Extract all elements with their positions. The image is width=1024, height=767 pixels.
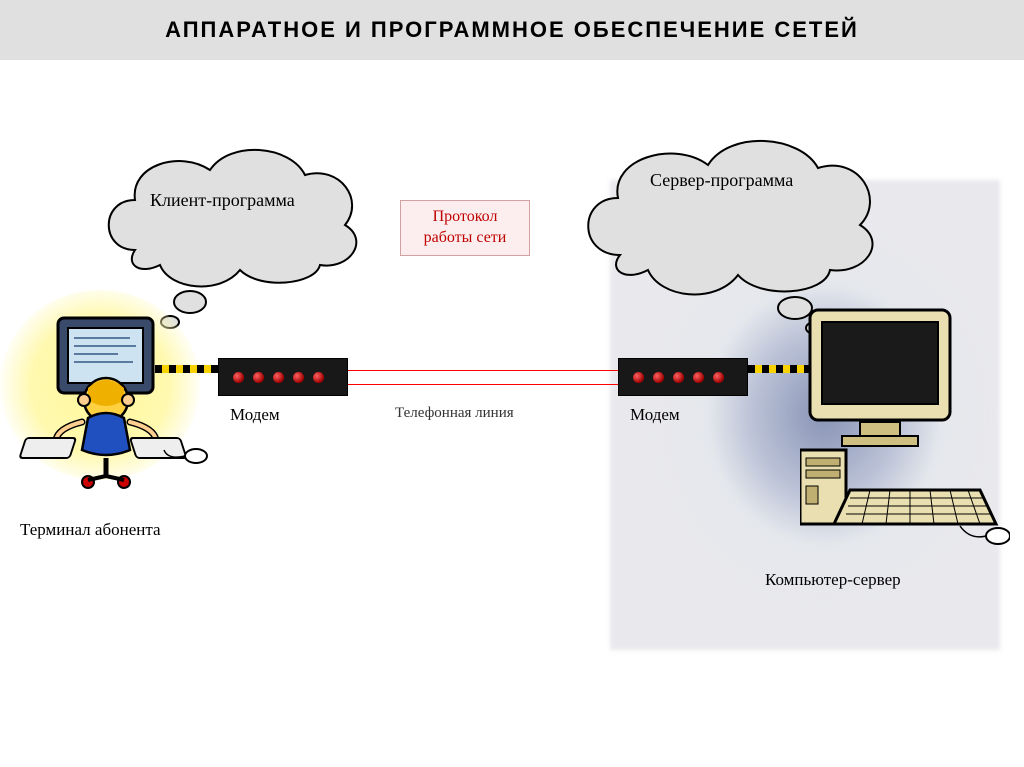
terminal-icon <box>18 300 208 490</box>
protocol-line2: работы сети <box>424 229 507 246</box>
cloud-client-label: Клиент-программа <box>150 190 295 211</box>
server-icon <box>800 300 1010 550</box>
phone-line-bottom <box>348 384 618 385</box>
modem-left <box>218 358 348 396</box>
diagram-canvas: Клиент-программа Сервер-программа Проток… <box>0 60 1024 767</box>
protocol-box: Протокол работы сети <box>400 200 530 256</box>
modem-right-label: Модем <box>630 405 680 425</box>
server-label: Компьютер-сервер <box>765 570 901 590</box>
phone-line-top <box>348 370 618 371</box>
cloud-server-label: Сервер-программа <box>650 170 793 191</box>
modem-right <box>618 358 748 396</box>
page-title: АППАРАТНОЕ И ПРОГРАММНОЕ ОБЕСПЕЧЕНИЕ СЕТ… <box>165 17 859 43</box>
title-bar: АППАРАТНОЕ И ПРОГРАММНОЕ ОБЕСПЕЧЕНИЕ СЕТ… <box>0 0 1024 60</box>
terminal-label: Терминал абонента <box>20 520 161 540</box>
modem-left-label: Модем <box>230 405 280 425</box>
protocol-line1: Протокол <box>433 208 498 225</box>
phone-line-label: Телефонная линия <box>395 405 514 422</box>
